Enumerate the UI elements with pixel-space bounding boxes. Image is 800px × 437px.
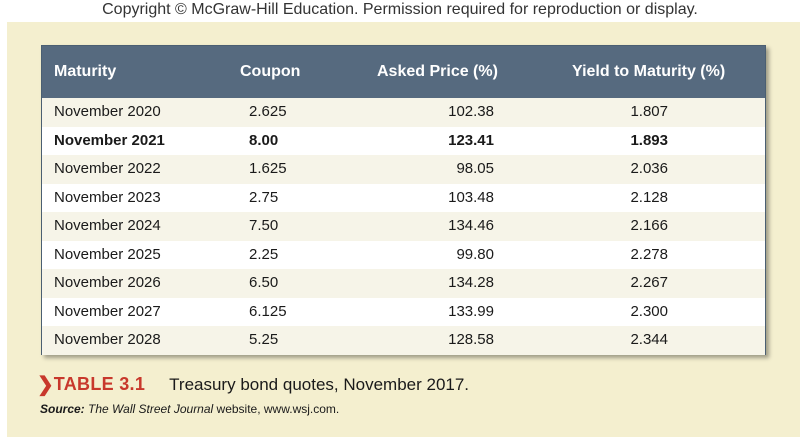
cell-asked-price: 128.58 bbox=[448, 331, 494, 348]
table-title: Treasury bond quotes, November 2017. bbox=[169, 375, 470, 394]
table-row: November 2020 2.625 102.38 1.807 bbox=[42, 98, 765, 127]
cell-maturity: November 2022 bbox=[54, 160, 161, 177]
source-publication: The Wall Street Journal bbox=[88, 402, 214, 416]
table-row: November 2026 6.50 134.28 2.267 bbox=[42, 269, 765, 298]
cell-coupon: 1.625 bbox=[249, 160, 287, 177]
bond-quotes-table: Maturity Coupon Asked Price (%) Yield to… bbox=[41, 45, 766, 355]
table-row: November 2022 1.625 98.05 2.036 bbox=[42, 155, 765, 184]
cell-asked-price: 134.46 bbox=[448, 217, 494, 234]
cell-asked-price: 103.48 bbox=[448, 188, 494, 206]
figure-panel: Maturity Coupon Asked Price (%) Yield to… bbox=[7, 22, 800, 437]
source-note: Source: The Wall Street Journal website,… bbox=[40, 402, 339, 416]
cell-maturity: November 2026 bbox=[54, 274, 161, 291]
cell-maturity: November 2023 bbox=[54, 188, 161, 206]
cell-asked-price: 134.28 bbox=[448, 274, 494, 291]
copyright-notice: Copyright © McGraw-Hill Education. Permi… bbox=[102, 1, 698, 18]
source-label: Source: bbox=[40, 402, 85, 416]
cell-yield-to-maturity: 1.893 bbox=[630, 131, 668, 149]
header-maturity: Maturity bbox=[54, 63, 117, 80]
header-yield-to-maturity: Yield to Maturity (%) bbox=[572, 63, 726, 80]
cell-coupon: 2.25 bbox=[249, 245, 279, 263]
header-coupon: Coupon bbox=[240, 63, 301, 80]
source-detail: website, www.wsj.com. bbox=[213, 402, 340, 416]
cell-asked-price: 133.99 bbox=[448, 302, 494, 320]
cell-maturity: November 2025 bbox=[54, 245, 161, 263]
cell-asked-price: 123.41 bbox=[448, 131, 494, 149]
table-caption: ❯TABLE 3.1 Treasury bond quotes, November… bbox=[37, 372, 469, 398]
cell-yield-to-maturity: 2.278 bbox=[630, 245, 668, 263]
cell-yield-to-maturity: 2.166 bbox=[630, 217, 668, 234]
cell-coupon: 2.75 bbox=[249, 188, 279, 206]
cell-maturity: November 2024 bbox=[54, 217, 161, 234]
table-row: November 2027 6.125 133.99 2.300 bbox=[42, 297, 765, 326]
cell-yield-to-maturity: 2.267 bbox=[630, 274, 668, 291]
table-row: November 2023 2.75 103.48 2.128 bbox=[42, 183, 765, 212]
cell-coupon: 6.50 bbox=[249, 274, 279, 291]
header-asked-price: Asked Price (%) bbox=[377, 63, 498, 80]
cell-yield-to-maturity: 1.807 bbox=[630, 103, 668, 120]
cell-yield-to-maturity: 2.300 bbox=[630, 302, 668, 320]
chevron-right-icon: ❯ bbox=[37, 374, 54, 396]
cell-maturity: November 2028 bbox=[54, 331, 161, 348]
table-body: November 2020 2.625 102.38 1.807 November 20… bbox=[42, 98, 765, 355]
cell-yield-to-maturity: 2.344 bbox=[630, 331, 668, 348]
cell-coupon: 6.125 bbox=[249, 302, 287, 320]
cell-asked-price: 98.05 bbox=[456, 160, 494, 177]
table-row: November 2021 8.00 123.41 1.893 bbox=[42, 126, 765, 155]
cell-coupon: 8.00 bbox=[249, 131, 279, 149]
table-row: November 2025 2.25 99.80 2.278 bbox=[42, 240, 765, 269]
cell-maturity: November 2027 bbox=[54, 302, 161, 320]
cell-coupon: 7.50 bbox=[249, 217, 279, 234]
cell-asked-price: 99.80 bbox=[456, 245, 494, 263]
cell-asked-price: 102.38 bbox=[448, 103, 494, 120]
cell-maturity: November 2020 bbox=[54, 103, 161, 120]
table-number: TABLE 3.1 bbox=[53, 374, 146, 394]
cell-coupon: 5.25 bbox=[249, 331, 279, 348]
cell-coupon: 2.625 bbox=[249, 103, 287, 120]
cell-yield-to-maturity: 2.036 bbox=[630, 160, 668, 177]
table-row: November 2028 5.25 128.58 2.344 bbox=[42, 326, 765, 355]
table-header-row: Maturity Coupon Asked Price (%) Yield to… bbox=[42, 46, 765, 98]
cell-maturity: November 2021 bbox=[54, 131, 165, 149]
cell-yield-to-maturity: 2.128 bbox=[630, 188, 668, 206]
table-row: November 2024 7.50 134.46 2.166 bbox=[42, 212, 765, 241]
